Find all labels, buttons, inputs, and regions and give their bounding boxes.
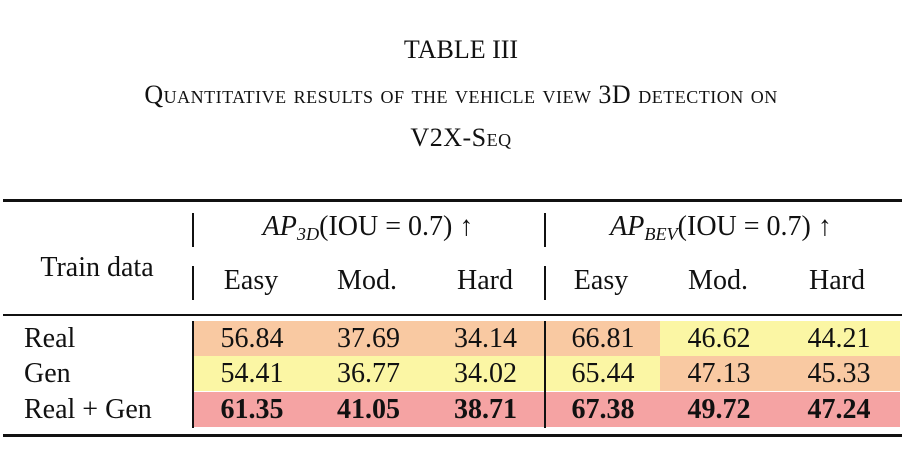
column-header: Hard: [809, 265, 865, 296]
value-cell: 54.41: [194, 356, 310, 392]
value-cell: 44.21: [778, 321, 900, 356]
group-sub: 3D: [296, 224, 320, 244]
value-cell: 34.02: [427, 356, 544, 392]
top-rule: [3, 199, 902, 202]
group-header: APBEV(IOU = 0.7) ↑: [610, 211, 832, 245]
separator: [544, 266, 546, 300]
mid-rule: [3, 314, 902, 316]
group-rest: (IOU = 0.7) ↑: [677, 211, 832, 242]
bottom-rule: [3, 434, 902, 437]
value-cell: 36.77: [310, 356, 427, 392]
separator: [192, 266, 194, 300]
value-cell: 67.38: [546, 391, 660, 427]
table-number: TABLE III: [403, 35, 519, 64]
separator: [192, 321, 194, 428]
value-cell: 65.44: [546, 356, 660, 392]
row-label: Real: [24, 323, 76, 354]
row-label: Gen: [24, 358, 71, 390]
value-cell: 47.24: [778, 391, 900, 427]
column-header: Easy: [223, 265, 279, 296]
separator: [192, 213, 194, 247]
column-header: Mod.: [337, 265, 397, 296]
separator: [544, 321, 546, 428]
value-cell: 61.35: [194, 391, 310, 427]
value-cell: 41.05: [310, 391, 427, 427]
value-cell: 45.33: [778, 356, 900, 392]
value-cell: 38.71: [427, 391, 544, 427]
caption: V2X-Seq: [410, 123, 512, 152]
row-header: Train data: [40, 252, 154, 283]
column-header: Easy: [573, 265, 629, 296]
group-rest: (IOU = 0.7) ↑: [319, 211, 474, 242]
value-cell: 49.72: [660, 391, 778, 427]
group-base: AP: [610, 211, 645, 242]
column-header: Hard: [457, 265, 513, 296]
value-cell: 34.14: [427, 321, 544, 356]
value-cell: 66.81: [546, 321, 660, 356]
value-cell: 46.62: [660, 321, 778, 356]
row-label: Real + Gen: [24, 393, 152, 425]
value-cell: 37.69: [310, 321, 427, 356]
separator: [544, 213, 546, 247]
column-header: Mod.: [688, 265, 748, 296]
value-cell: 56.84: [194, 321, 310, 356]
group-base: AP: [262, 211, 297, 242]
caption: Quantitative results of the vehicle view…: [144, 80, 778, 109]
group-sub: BEV: [644, 224, 678, 244]
value-cell: 47.13: [660, 356, 778, 392]
group-header: AP3D(IOU = 0.7) ↑: [263, 211, 474, 245]
